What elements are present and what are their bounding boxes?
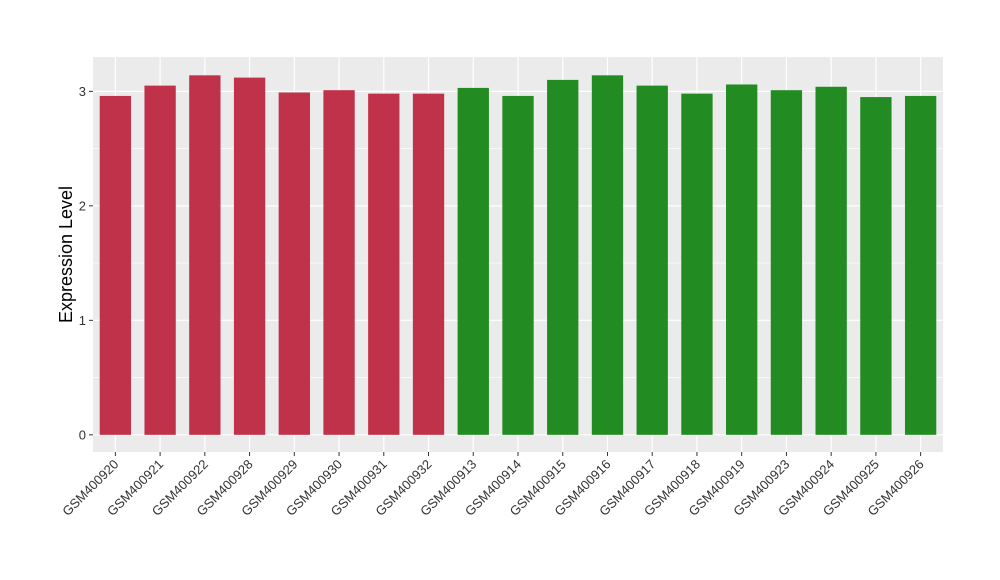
bar-GSM400932 [412, 93, 445, 435]
bar-GSM400913 [457, 87, 489, 435]
bar-GSM400918 [681, 93, 713, 435]
bar-GSM400924 [815, 86, 847, 435]
y-axis: 0 1 2 3 [79, 84, 93, 442]
x-axis: GSM400920GSM400921GSM400922GSM400928GSM4… [59, 452, 927, 519]
bar-GSM400917 [636, 85, 668, 435]
bar-GSM400916 [591, 75, 624, 435]
bar-GSM400925 [860, 97, 892, 435]
bar-GSM400926 [904, 95, 937, 435]
y-tick-label: 1 [79, 313, 86, 328]
y-tick-label: 0 [79, 427, 86, 442]
bar-GSM400930 [323, 90, 355, 435]
bars-group [99, 75, 937, 435]
bar-GSM400915 [547, 79, 579, 435]
bar-GSM400914 [502, 95, 534, 435]
y-tick-label: 3 [79, 84, 86, 99]
bar-GSM400922 [189, 75, 221, 435]
bar-GSM400923 [770, 90, 803, 435]
bar-GSM400928 [233, 77, 266, 435]
bar-GSM400931 [368, 93, 400, 435]
y-tick-label: 2 [79, 198, 86, 213]
bar-GSM400929 [278, 92, 310, 435]
y-axis-title: Expression Level [56, 186, 76, 323]
bar-GSM400921 [144, 85, 176, 435]
bar-GSM400919 [726, 84, 758, 435]
bar-GSM400920 [99, 95, 132, 435]
